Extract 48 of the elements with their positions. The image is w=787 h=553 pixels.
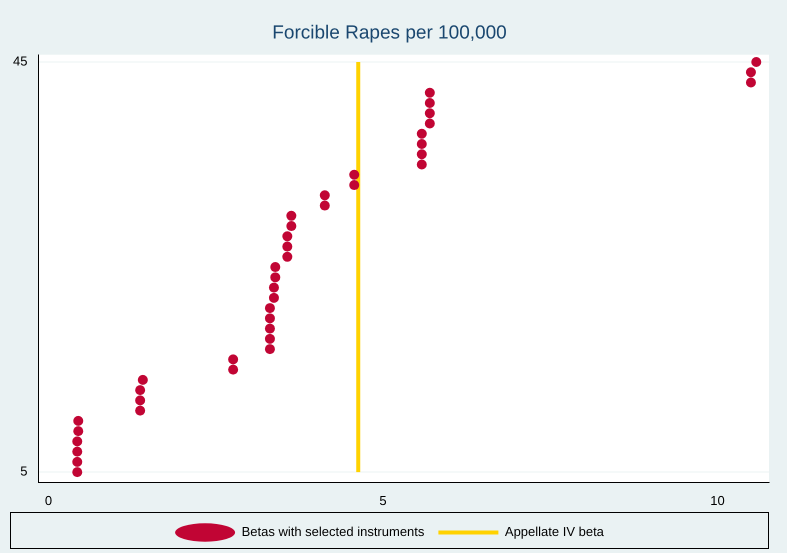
point bbox=[270, 262, 280, 272]
point bbox=[424, 108, 435, 118]
point bbox=[72, 436, 82, 446]
point bbox=[424, 88, 435, 98]
point bbox=[135, 406, 146, 416]
point bbox=[424, 118, 435, 129]
point bbox=[72, 467, 82, 478]
point bbox=[268, 282, 279, 293]
point bbox=[73, 416, 84, 426]
point bbox=[72, 446, 82, 457]
point bbox=[286, 221, 296, 232]
point bbox=[264, 334, 275, 344]
point bbox=[746, 67, 756, 78]
point bbox=[138, 374, 148, 385]
point bbox=[264, 313, 275, 324]
x-tick-label: 0 bbox=[44, 492, 52, 508]
y-tick-label: 45 bbox=[12, 54, 28, 69]
point bbox=[228, 354, 238, 364]
legend-label: Appellate IV beta bbox=[504, 524, 605, 540]
point bbox=[264, 303, 275, 314]
point bbox=[264, 344, 275, 354]
point bbox=[72, 456, 82, 467]
point bbox=[416, 128, 427, 139]
point bbox=[286, 210, 296, 221]
legend-label: Betas with selected instruments bbox=[242, 524, 425, 540]
x-tick-label: 5 bbox=[379, 492, 387, 508]
point bbox=[73, 426, 84, 436]
point bbox=[264, 324, 275, 334]
point bbox=[282, 242, 292, 252]
point bbox=[349, 180, 360, 190]
point bbox=[135, 395, 146, 406]
point bbox=[282, 231, 292, 242]
point bbox=[416, 149, 427, 160]
point bbox=[416, 160, 427, 170]
point bbox=[416, 139, 427, 150]
chart-title: Forcible Rapes per 100,000 bbox=[272, 22, 507, 44]
point bbox=[424, 98, 435, 108]
point bbox=[270, 272, 280, 282]
point bbox=[320, 200, 330, 211]
point bbox=[320, 190, 330, 200]
point bbox=[268, 292, 279, 303]
point bbox=[751, 56, 762, 67]
point bbox=[282, 252, 292, 262]
point bbox=[135, 385, 146, 396]
point bbox=[228, 364, 238, 375]
x-tick-label: 10 bbox=[710, 492, 725, 508]
point bbox=[349, 170, 360, 180]
point bbox=[746, 77, 756, 88]
